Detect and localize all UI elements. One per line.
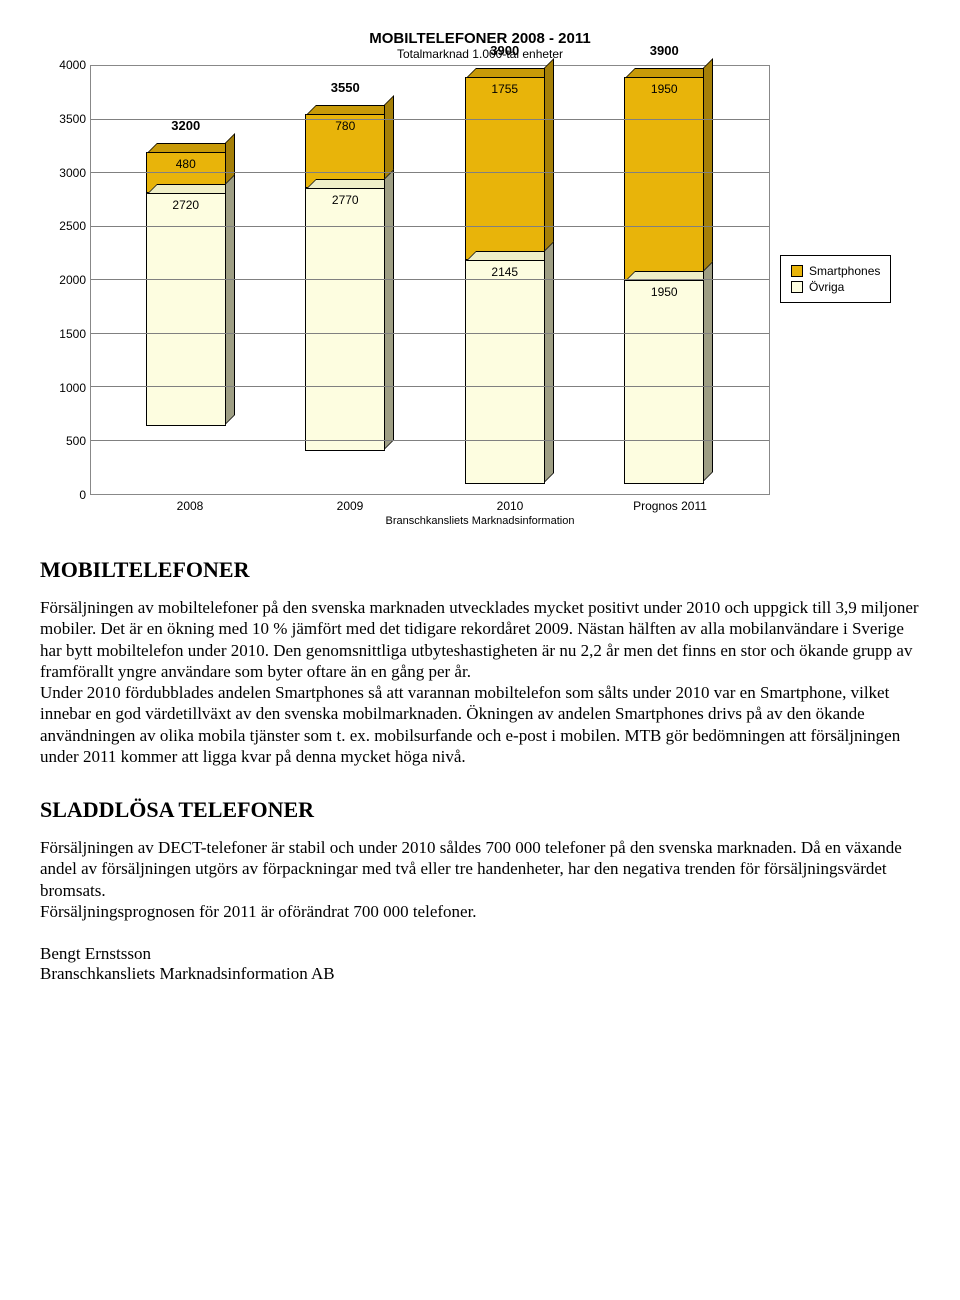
bar-segment-other: 2145: [465, 260, 545, 484]
x-axis-label: 2008: [135, 499, 245, 513]
grid-line: [91, 279, 769, 280]
plot-area: 3200480272035507802770390017552145390019…: [90, 65, 770, 495]
bar-total-label: 3900: [465, 43, 545, 58]
legend-item: Smartphones: [791, 264, 880, 278]
bar-slot: 390019501950: [614, 66, 724, 494]
legend: Smartphones Övriga: [780, 255, 891, 303]
chart-source: Branschkansliets Marknadsinformation: [40, 515, 920, 527]
chart-area: 05001000150020002500300035004000 3200480…: [40, 65, 920, 495]
section1-body: Försäljningen av mobiltelefoner på den s…: [40, 597, 920, 767]
y-tick: 2000: [59, 273, 86, 287]
bar: 32004802720: [146, 152, 226, 494]
y-axis: 05001000150020002500300035004000: [40, 65, 90, 495]
legend-swatch: [791, 281, 803, 293]
y-tick: 3000: [59, 166, 86, 180]
bar-segment-label: 2770: [306, 193, 384, 207]
legend-label: Övriga: [809, 280, 844, 294]
y-tick: 0: [79, 488, 86, 502]
bar-segment-label: 1950: [625, 82, 703, 96]
bar-total-label: 3900: [624, 43, 704, 58]
bar-slot: 3200 480 2720: [136, 66, 246, 494]
bar-segment-label: 780: [306, 119, 384, 133]
chart-container: MOBILTELEFONER 2008 - 2011 Totalmarknad …: [40, 30, 920, 527]
bar-segment-other: 2770: [305, 188, 385, 451]
signature-name: Bengt Ernstsson: [40, 944, 920, 964]
grid-line: [91, 333, 769, 334]
y-tick: 500: [66, 434, 86, 448]
x-axis: 2008 2009 2010 Prognos 2011: [90, 495, 770, 513]
section2-heading: SLADDLÖSA TELEFONER: [40, 797, 920, 823]
bar-segment-label: 1950: [625, 285, 703, 299]
signature: Bengt Ernstsson Branschkansliets Marknad…: [40, 944, 920, 984]
legend-swatch: [791, 265, 803, 277]
x-axis-label: 2010: [455, 499, 565, 513]
bar-total-label: 3200: [146, 118, 226, 133]
signature-org: Branschkansliets Marknadsinformation AB: [40, 964, 920, 984]
grid-line: [91, 226, 769, 227]
section2-body: Försäljningen av DECT-telefoner är stabi…: [40, 837, 920, 922]
y-tick: 3500: [59, 112, 86, 126]
bar-segment-label: 2720: [147, 198, 225, 212]
bar-segment-smartphones: 1755: [465, 77, 545, 260]
bar-segment-label: 480: [147, 157, 225, 171]
bar-segment-label: 2145: [466, 265, 544, 279]
x-axis-label: 2009: [295, 499, 405, 513]
bar-segment-smartphones: 1950: [624, 77, 704, 280]
legend-label: Smartphones: [809, 264, 880, 278]
bar: 390017552145: [465, 77, 545, 494]
bar-slot: 3550 780 2770: [295, 66, 405, 494]
grid-line: [91, 172, 769, 173]
y-tick: 1000: [59, 381, 86, 395]
bar-total-label: 3550: [305, 80, 385, 95]
bar: 390019501950: [624, 77, 704, 494]
x-axis-label: Prognos 2011: [615, 499, 725, 513]
bar-segment-other: 1950: [624, 280, 704, 483]
legend-item: Övriga: [791, 280, 880, 294]
bar-segment-label: 1755: [466, 82, 544, 96]
y-tick: 1500: [59, 327, 86, 341]
y-tick: 2500: [59, 219, 86, 233]
bar-segment-smartphones: 780: [305, 114, 385, 188]
bars-row: 3200480272035507802770390017552145390019…: [91, 66, 769, 494]
bar-segment-other: 2720: [146, 193, 226, 426]
y-tick: 4000: [59, 58, 86, 72]
grid-line: [91, 440, 769, 441]
legend-zone: Smartphones Övriga: [770, 65, 920, 495]
grid-line: [91, 386, 769, 387]
section1-heading: MOBILTELEFONER: [40, 557, 920, 583]
bar-slot: 390017552145: [455, 66, 565, 494]
grid-line: [91, 119, 769, 120]
